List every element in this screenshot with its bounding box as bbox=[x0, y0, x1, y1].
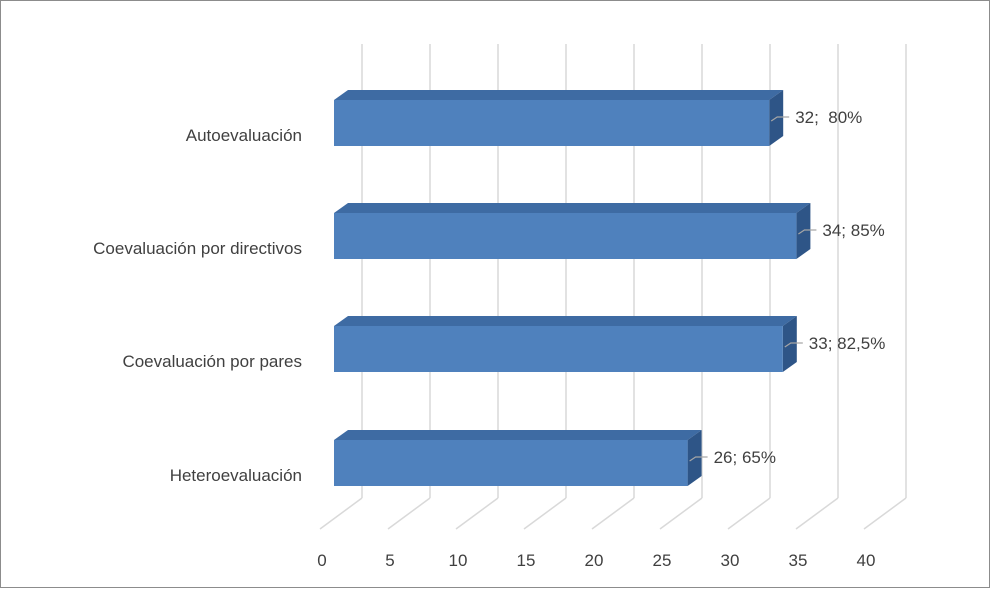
data-label: 34; 85% bbox=[822, 221, 884, 240]
bars-layer bbox=[334, 90, 811, 486]
data-label-leader bbox=[770, 116, 790, 122]
floor-gridline bbox=[659, 497, 703, 530]
bar bbox=[334, 326, 783, 372]
x-tick-label: 25 bbox=[653, 551, 672, 570]
bar bbox=[334, 100, 770, 146]
bar bbox=[334, 213, 797, 259]
x-tick-label: 0 bbox=[317, 551, 326, 570]
category-label: Heteroevaluación bbox=[170, 466, 302, 485]
floor-gridline bbox=[795, 497, 839, 530]
category-label: Coevaluación por directivos bbox=[93, 239, 302, 258]
floor-gridline bbox=[863, 497, 907, 530]
x-tick-label: 15 bbox=[517, 551, 536, 570]
bar-top-face bbox=[334, 316, 797, 326]
x-tick-label: 30 bbox=[721, 551, 740, 570]
x-tick-label: 20 bbox=[585, 551, 604, 570]
labels-layer: Autoevaluación 32; 80% Coevaluación por di… bbox=[93, 108, 885, 485]
floor-gridline bbox=[455, 497, 499, 530]
x-tick-label: 5 bbox=[385, 551, 394, 570]
bar-top-face bbox=[334, 90, 784, 100]
x-tick-label: 35 bbox=[789, 551, 808, 570]
data-label: 33; 82,5% bbox=[809, 334, 886, 353]
category-label: Autoevaluación bbox=[186, 126, 302, 145]
bar bbox=[334, 440, 688, 486]
bar-top-face bbox=[334, 430, 702, 440]
floor-gridline bbox=[319, 497, 363, 530]
x-tick-labels: 0 5 10 15 20 25 30 35 40 bbox=[317, 551, 875, 570]
data-label: 26; 65% bbox=[714, 448, 776, 467]
bar-top-face bbox=[334, 203, 811, 213]
x-tick-label: 10 bbox=[449, 551, 468, 570]
floor-gridline bbox=[591, 497, 635, 530]
data-label: 32; 80% bbox=[795, 108, 862, 127]
data-label-leader bbox=[784, 342, 803, 348]
floor-gridline bbox=[727, 497, 771, 530]
data-label-leader bbox=[798, 229, 817, 235]
x-tick-label: 40 bbox=[857, 551, 876, 570]
data-label-leader bbox=[689, 456, 708, 462]
category-label: Coevaluación por pares bbox=[122, 352, 302, 371]
floor-gridline bbox=[523, 497, 567, 530]
floor-gridline bbox=[387, 497, 431, 530]
